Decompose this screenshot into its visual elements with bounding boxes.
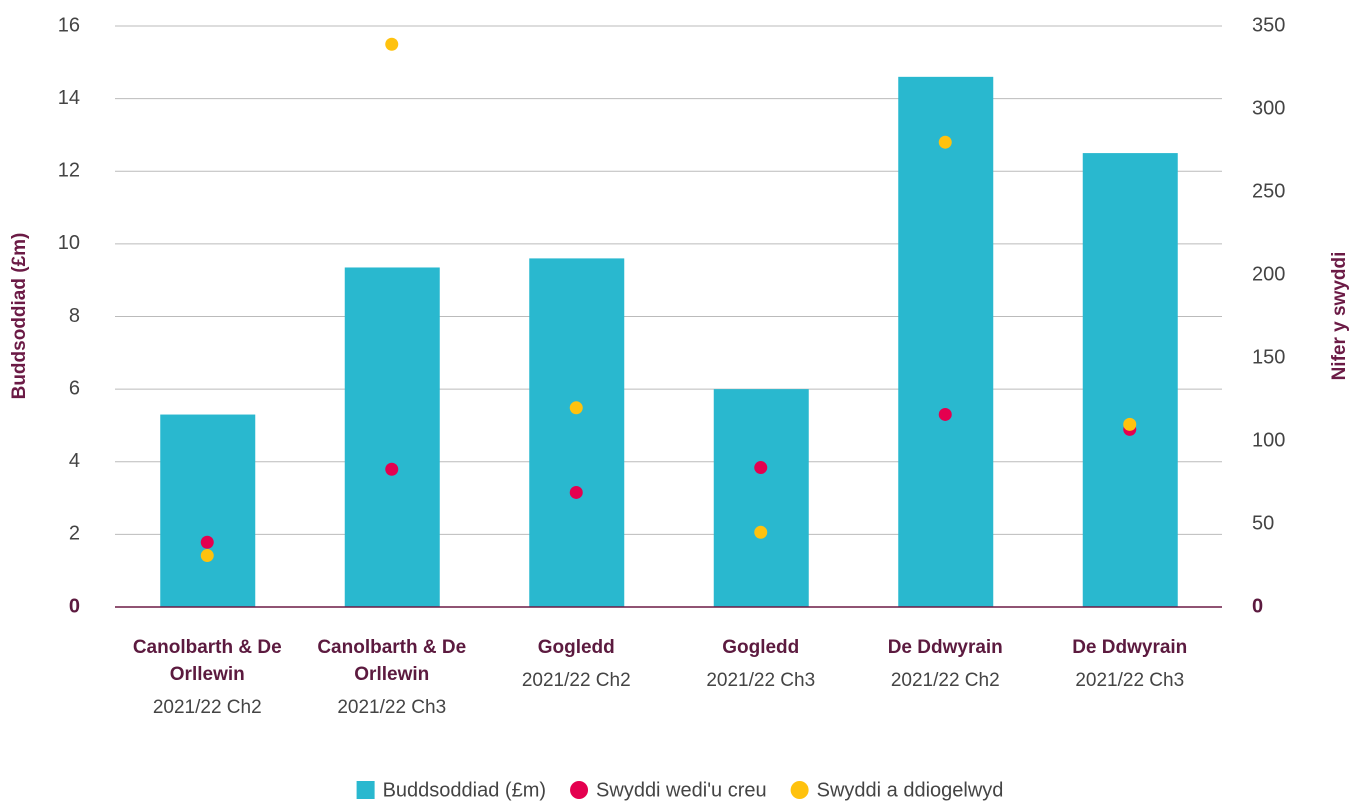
- point: [1123, 417, 1137, 431]
- bar: [344, 267, 440, 607]
- y-tick-label: 16: [58, 14, 80, 36]
- y2-tick-label: 350: [1252, 14, 1285, 36]
- y-tick-label: 8: [69, 305, 80, 327]
- x-tick-group: Gogledd 2021/22 Ch3: [676, 634, 846, 693]
- x-tick-label: Canolbarth & De Orllewin: [132, 637, 282, 685]
- x-tick-group: Canolbarth & De Orllewin 2021/22 Ch3: [307, 634, 477, 720]
- y-tick-label: 4: [69, 450, 80, 472]
- y2-tick-label: 250: [1252, 180, 1285, 202]
- y2-tick-label: 50: [1252, 512, 1274, 534]
- x-tick-sublabel: 2021/22 Ch2: [890, 670, 1000, 691]
- legend-marker: [790, 781, 809, 799]
- legend-label: Swyddi wedi'u creu: [596, 779, 767, 801]
- point: [385, 37, 399, 51]
- point: [200, 535, 214, 549]
- y-tick-label: 14: [58, 87, 80, 109]
- y-axis-label: Buddsoddiad (£m): [9, 233, 30, 400]
- bar: [160, 414, 256, 607]
- bar: [898, 76, 994, 607]
- y2-tick-label: 200: [1252, 263, 1285, 285]
- bar: [529, 258, 625, 607]
- legend-item: Swyddi wedi'u creu: [570, 779, 767, 801]
- y-tick-label: 6: [69, 377, 80, 399]
- y2-tick-label: 0: [1252, 595, 1263, 617]
- y2-tick-label: 150: [1252, 346, 1285, 368]
- legend: Buddsoddiad (£m) Swyddi wedi'u creu Swyddi…: [356, 779, 1004, 801]
- y2-axis-label: Nifer y swyddi: [1329, 252, 1350, 381]
- point: [569, 401, 583, 415]
- x-tick-sublabel: 2021/22 Ch2: [152, 697, 262, 718]
- x-tick-group: De Ddwyrain 2021/22 Ch2: [860, 634, 1030, 693]
- y2-tick-label: 100: [1252, 429, 1285, 451]
- x-tick-sublabel: 2021/22 Ch3: [706, 670, 816, 691]
- point: [938, 135, 952, 149]
- x-tick-label: Gogledd: [722, 637, 800, 658]
- legend-label: Swyddi a ddiogelwyd: [817, 779, 1004, 801]
- x-tick-group: Canolbarth & De Orllewin 2021/22 Ch2: [122, 634, 292, 720]
- x-tick-group: De Ddwyrain 2021/22 Ch3: [1045, 634, 1215, 693]
- x-tick-label: De Ddwyrain: [887, 637, 1003, 658]
- point: [569, 485, 583, 499]
- point: [200, 549, 214, 563]
- x-tick-sublabel: 2021/22 Ch2: [521, 670, 631, 691]
- point: [754, 461, 768, 475]
- x-tick-group: Gogledd 2021/22 Ch2: [491, 634, 661, 693]
- grid: [115, 25, 1222, 535]
- point: [385, 462, 399, 476]
- point: [754, 525, 768, 539]
- legend-label: Buddsoddiad (£m): [383, 779, 546, 801]
- y2-tick-label: 300: [1252, 97, 1285, 119]
- legend-item: Swyddi a ddiogelwyd: [790, 779, 1004, 801]
- bar: [1082, 153, 1178, 607]
- y-tick-label: 0: [69, 595, 80, 617]
- bar: [713, 389, 809, 607]
- y-tick-label: 12: [58, 160, 80, 182]
- legend-marker: [356, 781, 375, 799]
- x-tick-sublabel: 2021/22 Ch3: [1075, 670, 1185, 691]
- x-tick-label: Canolbarth & De Orllewin: [317, 637, 467, 685]
- x-tick-label: Gogledd: [537, 637, 615, 658]
- x-tick-label: De Ddwyrain: [1072, 637, 1188, 658]
- point: [938, 407, 952, 421]
- x-tick-sublabel: 2021/22 Ch3: [337, 697, 447, 718]
- y-tick-label: 10: [58, 232, 80, 254]
- legend-marker: [570, 781, 589, 799]
- legend-item: Buddsoddiad (£m): [356, 779, 546, 801]
- y-tick-label: 2: [69, 523, 80, 545]
